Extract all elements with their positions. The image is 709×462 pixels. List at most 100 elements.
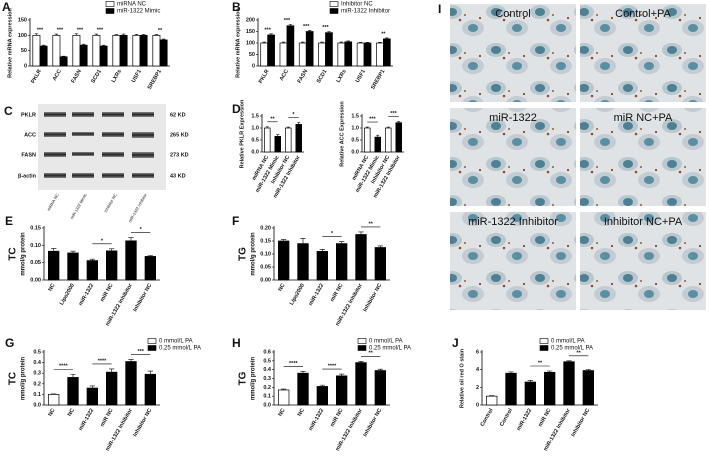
legend-swatch [329,1,339,7]
stain-image [580,212,706,310]
x-tick-label: Inhibitor NC [132,408,153,438]
bar [582,370,594,406]
error-bar [327,31,331,33]
y-axis-label: Relative PKLR Expression [239,99,245,168]
error-bar [89,385,95,389]
y-tick-label: 100 [18,33,27,39]
y-axis-unit: mmol/g protein [251,357,257,401]
bar [52,34,61,67]
x-tick-label: FASN [297,69,310,85]
y-tick-label: 0.4 [263,367,272,373]
y-tick-label: 0 [252,63,255,69]
size-label: 43 KD [170,173,186,179]
legend-swatch [539,338,549,344]
protein-label: β-actin [18,173,37,179]
bar [139,34,148,67]
x-tick-label: miR NC [100,283,115,303]
y-tick-label: 100 [246,40,255,46]
significance-label: ** [577,350,582,356]
x-tick-label: LXRs [336,69,348,84]
y-axis-label: Relative oil red O stain [459,348,465,408]
bar [119,34,128,67]
y-tick-label: 0.5 [263,358,271,364]
panel-letter: C [4,104,13,118]
bar [374,370,386,406]
error-bar [109,248,115,251]
x-tick-label: NC [297,408,306,418]
error-bar [114,34,119,36]
bar [316,251,328,281]
x-tick-label: NC [277,408,286,418]
x-tick-label: Inhibitor NC [132,283,153,313]
y-axis-unit: mmol/g protein [21,357,27,401]
y-tick-label: 1.5 [351,113,359,119]
bar [67,377,79,406]
y-tick-label: 0.05 [30,260,41,266]
x-tick-label: ACC [52,69,63,82]
bar [47,250,60,281]
error-bar [161,38,166,40]
bar [144,256,156,281]
y-tick-label: 0.2 [263,385,271,391]
legend-label: 0.25 mmol/L PA [159,346,201,352]
x-tick-label: miR NC [100,408,115,428]
bar [364,127,371,153]
legend-label: 0 mmol/L PA [551,339,585,345]
significance-label: *** [303,24,310,30]
x-tick-label: Control [499,407,514,427]
error-bar [81,43,86,46]
y-tick-label: 0.0 [251,149,259,155]
error-bar [288,24,293,26]
error-bar [41,44,46,47]
y-tick-label: 0.05 [260,264,271,270]
legend-label: 0 mmol/L PA [369,339,403,345]
bar [355,234,367,281]
image-label: miR-1322 Inhibitor [468,216,558,228]
significance-label: ** [369,351,374,357]
bar [376,42,384,67]
y-tick-label: 4 [476,367,480,373]
bar [318,42,326,67]
legend-swatch [147,338,157,344]
protein-label: FASN [21,152,36,158]
bar [278,240,290,281]
y-tick-label: 0.10 [30,243,41,249]
bar [152,34,161,67]
y-tick-label: 0.10 [260,251,271,257]
error-bar [101,44,106,47]
significance-label: **** [98,358,107,364]
y-tick-label: 150 [18,17,27,23]
significance-label: ** [369,221,374,227]
x-tick-label: SCD1 [90,69,103,85]
x-tick-label: NC [67,408,76,418]
error-bar [365,42,370,43]
error-bar [286,126,290,128]
panel-letter: E [5,214,13,228]
y-tick-label: 0.5 [33,349,41,355]
significance-label: **** [289,361,298,367]
error-bar [358,231,364,235]
error-bar [121,33,126,36]
y-tick-label: 0.1 [33,392,41,398]
bar [39,45,48,67]
error-bar [300,371,306,374]
error-bar [378,42,382,43]
y-tick-label: 0.00 [260,277,271,283]
x-tick-label: Lipo2000 [289,283,306,307]
panel-letter: H [232,336,241,350]
significance-label: *** [97,28,104,34]
panel-letter: J [452,336,459,350]
error-bar [377,368,383,371]
panel-letter: F [232,214,239,228]
significance-label: **** [59,364,68,370]
size-label: 265 KD [170,132,189,138]
lane-label: miR-1322 Mimic [69,193,88,221]
y-tick-label: 0.6 [263,349,271,355]
bar [298,42,307,67]
bar [316,386,328,406]
x-tick-label: ACC [279,69,290,82]
error-bar [585,369,591,371]
panel-letter: D [232,102,241,116]
